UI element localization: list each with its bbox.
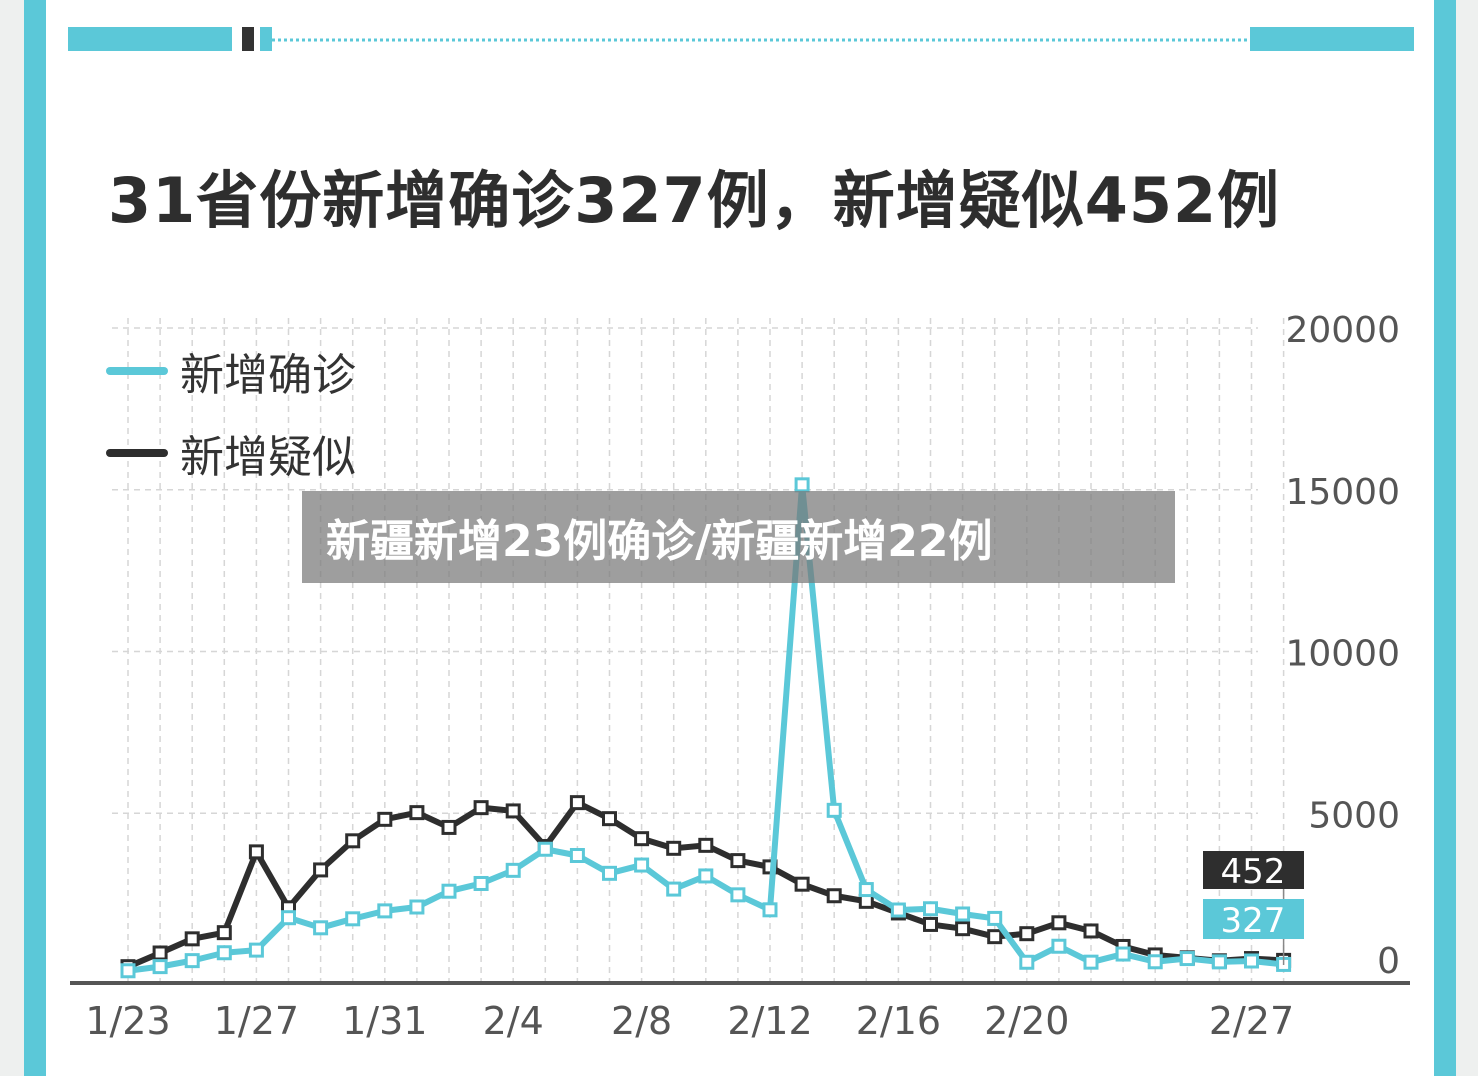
end-label-confirmed: 327 [1221,901,1286,941]
series-confirmed-point [537,841,553,857]
legend-item-suspected: 新增疑似 [106,412,356,494]
series-suspected-point [1051,915,1067,931]
series-confirmed-point [1211,954,1227,970]
series-suspected-point [1083,923,1099,939]
series-suspected-point [569,795,585,811]
series-confirmed-point [602,865,617,881]
legend-item-confirmed: 新增确诊 [106,330,356,412]
chart-title: 31省份新增确诊327例，新增疑似452例 [108,164,1281,237]
series-confirmed-point [730,887,746,903]
x-tick-label: 2/8 [611,999,672,1043]
series-suspected-point [698,837,714,853]
x-tick-label: 2/4 [483,999,544,1043]
series-suspected-point [666,840,682,856]
x-tick-label: 2/12 [727,999,812,1043]
series-confirmed-point [377,903,393,919]
series-confirmed-point [441,883,457,899]
series-suspected-point [634,831,650,847]
series-suspected-point [858,893,874,909]
series-suspected-point [313,862,329,878]
series-confirmed-point [120,963,136,979]
series-confirmed-point [1147,954,1163,970]
legend-swatch-suspected [106,449,168,457]
caption-banner: 新疆新增23例确诊/新疆新增22例 [302,491,1175,583]
legend: 新增确诊 新增疑似 [106,330,356,494]
series-suspected-point [216,925,232,941]
series-suspected-point [730,853,746,869]
legend-label-suspected: 新增疑似 [180,432,356,483]
y-tick-label: 15000 [1285,472,1400,513]
series-suspected-point [602,811,617,827]
series-confirmed-point [184,953,200,969]
series-suspected-point [152,945,168,961]
series-suspected-point [441,819,457,835]
series-confirmed-point [313,920,329,936]
header-bar-right [1250,27,1414,51]
series-confirmed-point [890,902,906,918]
series-confirmed-point [762,902,778,918]
series-confirmed-point [1244,953,1259,969]
x-tick-label: 1/27 [214,999,299,1043]
series-suspected-point [505,803,521,819]
y-tick-label: 10000 [1285,634,1400,675]
header-bar-mark-2 [260,27,272,51]
series-suspected-point [473,800,489,816]
series-suspected-point [377,811,393,827]
series-confirmed-point [505,862,521,878]
x-tick-label: 1/23 [85,999,170,1043]
series-suspected-point [987,929,1003,945]
series-suspected-point [923,916,938,932]
series-suspected-point [826,888,842,904]
y-tick-label: 0 [1377,941,1400,982]
y-tick-label: 20000 [1285,310,1400,351]
series-confirmed-point [473,875,489,891]
caption-text: 新疆新增23例确诊/新疆新增22例 [326,516,993,567]
series-suspected-point [1019,926,1035,942]
end-label-box-suspected [1203,851,1304,889]
series-confirmed-point [345,911,361,927]
series-confirmed-point [826,802,842,818]
series-confirmed-point [569,847,585,863]
x-tick-label: 1/31 [342,999,427,1043]
series-confirmed-point [955,906,971,922]
series-confirmed-point [923,901,938,917]
series-confirmed-point [248,942,264,958]
series-confirmed-point [152,959,168,975]
legend-swatch-confirmed [106,367,168,375]
series-suspected-point [248,844,264,860]
series-confirmed-point [1115,946,1131,962]
end-label-suspected: 452 [1221,852,1286,892]
series-confirmed-point [698,868,714,884]
legend-label-confirmed: 新增确诊 [180,350,356,401]
x-tick-label: 2/20 [984,999,1069,1043]
series-confirmed-point [1019,954,1035,970]
x-tick-label: 2/27 [1209,999,1294,1043]
header-bar-mark [242,27,254,51]
series-confirmed-point [1179,951,1195,967]
series-confirmed-point [794,477,810,493]
series-suspected-point [955,921,971,937]
series-confirmed-point [858,882,874,898]
series-confirmed-point [216,945,232,961]
series-confirmed-point [281,910,296,926]
series-suspected-point [184,931,200,947]
series-confirmed-point [634,857,650,873]
series-confirmed-point [666,881,682,897]
series-suspected-point [345,833,361,849]
grid [112,318,1285,983]
end-label-box-confirmed [1203,899,1304,939]
x-tick-label: 2/16 [856,999,941,1043]
y-tick-label: 5000 [1308,795,1400,836]
series-suspected-point [409,805,425,821]
series-confirmed-point [1083,954,1099,970]
series-confirmed-point [1051,938,1067,954]
header-bar-left [68,27,232,51]
series-confirmed-point [409,899,425,915]
series-suspected-point [794,876,810,892]
series-confirmed-point [987,910,1003,926]
series-confirmed-group [120,477,1292,979]
